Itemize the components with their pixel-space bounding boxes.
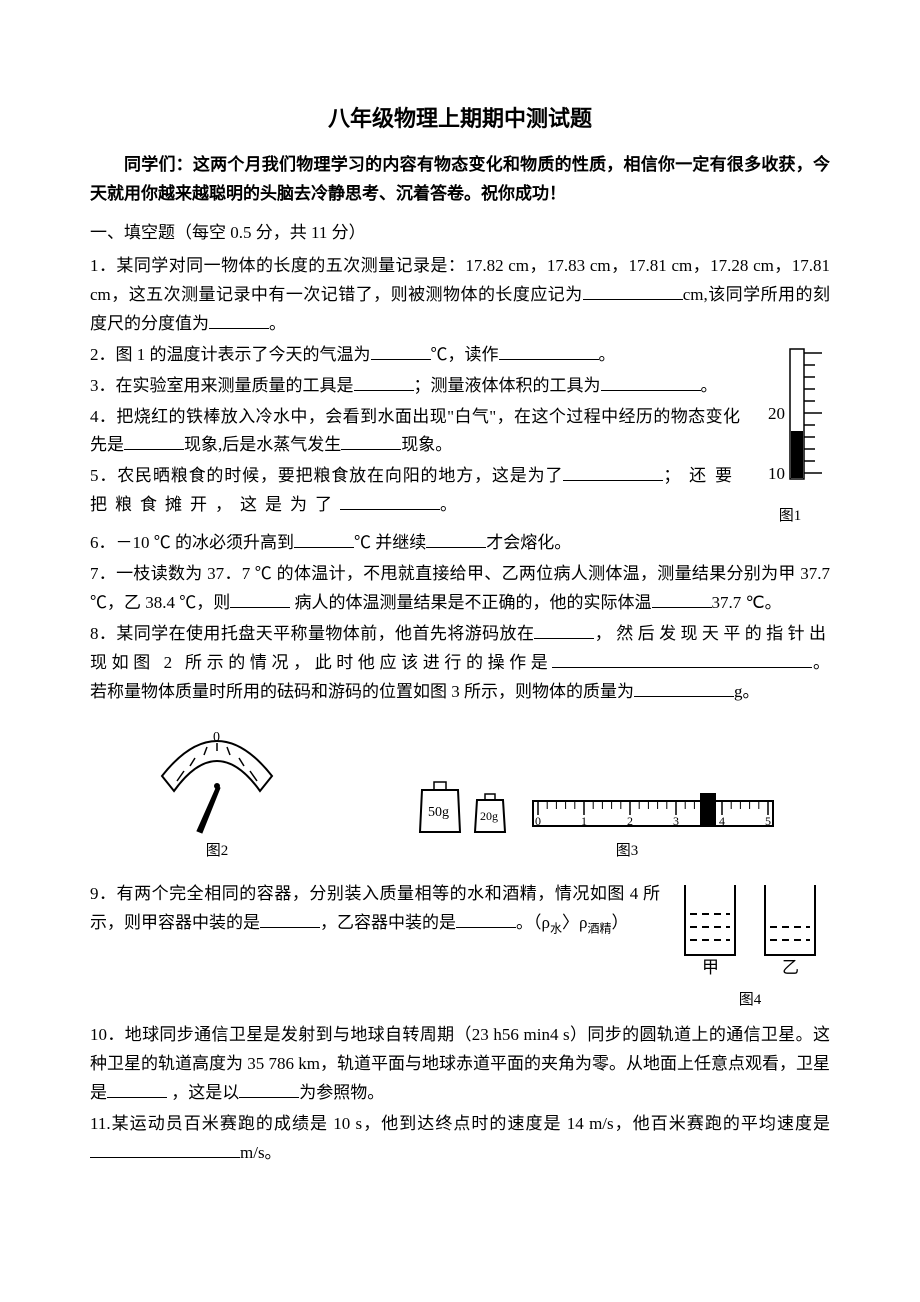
figure-2-container: 0 图2 — [142, 721, 292, 865]
svg-text:4: 4 — [719, 814, 725, 828]
blank — [601, 373, 701, 391]
q2-5-block: 20 10 图1 2．图 1 的温度计表示了今天的气温为℃，读作。 3．在实验室… — [90, 341, 830, 529]
q9-block: 甲 乙 图4 9．有两个完全相同的容器，分别装入质量相等的水和酒精，情况如图 4… — [90, 880, 830, 1013]
q8-a: 8．某同学在使用托盘天平称量物体前，他首先将游码放在 — [90, 624, 534, 643]
q5-a: 5．农民晒粮食的时候，要把粮食放在向阳的地方，这是为了 — [90, 466, 563, 485]
q5-c: 。 — [440, 495, 457, 514]
encouragement-text: 同学们：这两个月我们物理学习的内容有物态变化和物质的性质，相信你一定有很多收获，… — [90, 151, 830, 209]
blank — [499, 342, 599, 360]
q9-gt: 〉ρ — [562, 913, 587, 932]
q3-c: 。 — [701, 376, 718, 395]
blank — [90, 1140, 240, 1158]
svg-text:3: 3 — [673, 814, 679, 828]
svg-text:5: 5 — [765, 814, 771, 828]
q4-c: 现象。 — [401, 435, 452, 454]
weight-50g: 50g — [416, 780, 464, 836]
dial-zero: 0 — [213, 730, 220, 745]
question-7: 7．一枝读数为 37．7 ℃ 的体温计，不甩就直接给甲、乙两位病人测体温，测量结… — [90, 560, 830, 618]
q4-b: 现象,后是水蒸气发生 — [184, 435, 341, 454]
cup2-label: 乙 — [782, 958, 799, 975]
blank — [552, 650, 812, 668]
fig2-label: 图2 — [206, 839, 229, 865]
q6-c: 才会熔化。 — [486, 533, 571, 552]
blank — [634, 679, 734, 697]
blank — [426, 530, 486, 548]
weight-20g: 20g — [472, 792, 508, 836]
ruler-figure: 0 1 2 3 4 5 — [528, 791, 778, 836]
question-9: 9．有两个完全相同的容器，分别装入质量相等的水和酒精，情况如图 4 所示，则甲容… — [90, 880, 830, 939]
q9-b: ，乙容器中装的是 — [320, 913, 456, 932]
section-1-header: 一、填空题（每空 0.5 分，共 11 分） — [90, 219, 830, 248]
q10-c: 为参照物。 — [299, 1083, 384, 1102]
question-11: 11.某运动员百米赛跑的成绩是 10 s，他到达终点时的速度是 14 m/s，他… — [90, 1110, 830, 1168]
blank — [371, 342, 431, 360]
w20-label: 20g — [480, 809, 498, 823]
blank — [456, 910, 516, 928]
question-4: 4．把烧红的铁棒放入冷水中，会看到水面出现"白气"，在这个过程中经历的物态变化先… — [90, 403, 830, 461]
q9-sub1: 水 — [550, 921, 562, 935]
blank — [583, 282, 683, 300]
q2-b: ℃，读作 — [431, 345, 499, 364]
question-10: 10．地球同步通信卫星是发射到与地球自转周期（23 h56 min4 s）同步的… — [90, 1021, 830, 1108]
blank — [209, 311, 269, 329]
svg-text:0: 0 — [535, 814, 541, 828]
question-8: 8．某同学在使用托盘天平称量物体前，他首先将游码放在，然后发现天平的指针出现如图… — [90, 620, 830, 707]
q6-a: 6．－10 ℃ 的冰必须升高到 — [90, 533, 294, 552]
blank — [107, 1080, 167, 1098]
q1-text-c: 。 — [269, 314, 286, 333]
cup1-label: 甲 — [702, 958, 719, 975]
q2-a: 2．图 1 的温度计表示了今天的气温为 — [90, 345, 371, 364]
blank — [534, 621, 594, 639]
blank — [354, 373, 414, 391]
question-6: 6．－10 ℃ 的冰必须升高到 ℃ 并继续 才会熔化。 — [90, 529, 830, 558]
q9-c: 。（ρ — [516, 913, 550, 932]
blank — [563, 463, 663, 481]
page-title: 八年级物理上期期中测试题 — [90, 100, 830, 137]
q6-b: ℃ 并继续 — [354, 533, 426, 552]
q7-c: 37.7 ℃。 — [712, 593, 782, 612]
blank — [230, 590, 290, 608]
fig4-label: 图4 — [670, 988, 830, 1014]
balance-dial-figure: 0 — [142, 721, 292, 836]
question-1: 1．某同学对同一物体的长度的五次测量记录是：17.82 cm，17.83 cm，… — [90, 252, 830, 339]
blank — [260, 910, 320, 928]
q8-d: g。 — [734, 682, 760, 701]
blank — [341, 432, 401, 450]
svg-text:1: 1 — [581, 814, 587, 828]
q7-b: 病人的体温测量结果是不正确的，他的实际体温 — [290, 593, 651, 612]
q2-c: 。 — [599, 345, 616, 364]
figures-2-3-row: 0 图2 50g 20g — [90, 721, 830, 865]
blank — [340, 492, 440, 510]
q9-sub2: 酒精 — [587, 921, 611, 935]
question-5: 5．农民晒粮食的时候，要把粮食放在向阳的地方，这是为了；还要把粮食摊开，这是为了… — [90, 462, 830, 520]
w50-label: 50g — [428, 805, 449, 820]
question-3: 3．在实验室用来测量质量的工具是 ；测量液体体积的工具为 。 — [90, 372, 830, 401]
question-2: 2．图 1 的温度计表示了今天的气温为 ℃，读作 。 — [90, 341, 830, 370]
q10-b: ，这是以 — [167, 1083, 239, 1102]
blank — [294, 530, 354, 548]
fig3-label: 图3 — [616, 839, 639, 865]
blank — [239, 1080, 299, 1098]
figure-3-container: 50g 20g 0 1 2 3 4 5 图3 — [416, 780, 778, 865]
q11-b: m/s。 — [240, 1143, 282, 1162]
svg-text:2: 2 — [627, 814, 633, 828]
blank — [652, 590, 712, 608]
blank — [124, 432, 184, 450]
q9-d: ） — [612, 913, 629, 932]
q3-a: 3．在实验室用来测量质量的工具是 — [90, 376, 354, 395]
q11-a: 11.某运动员百米赛跑的成绩是 10 s，他到达终点时的速度是 14 m/s，他… — [90, 1114, 830, 1133]
q3-b: ；测量液体体积的工具为 — [414, 376, 601, 395]
